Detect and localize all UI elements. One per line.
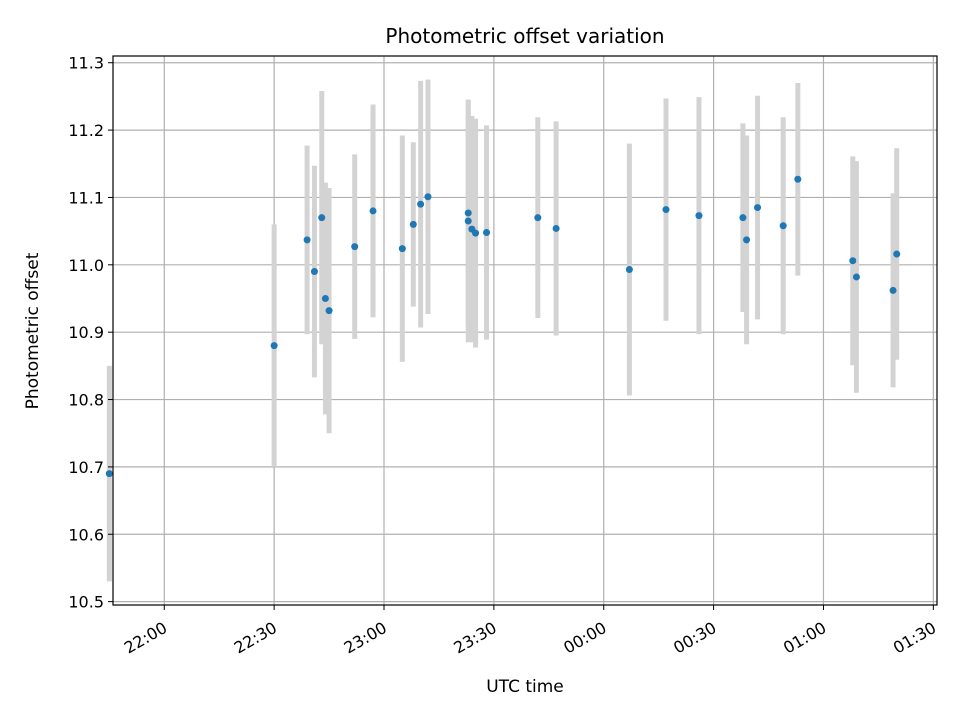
y-axis-label: Photometric offset (23, 252, 43, 409)
data-point (739, 214, 747, 222)
data-point (409, 220, 417, 228)
data-point (325, 307, 333, 315)
data-point (743, 236, 751, 244)
data-point (893, 250, 901, 258)
data-point (310, 268, 318, 276)
data-point (849, 257, 857, 265)
data-points (105, 175, 901, 478)
data-point (483, 228, 491, 236)
data-point (472, 229, 480, 237)
y-tick-label: 10.9 (68, 323, 104, 342)
y-tick-label: 10.6 (68, 525, 104, 544)
y-tick-label: 11.1 (68, 188, 104, 207)
data-point (552, 224, 560, 232)
y-tick-label: 11.3 (68, 54, 104, 73)
data-point (318, 214, 326, 222)
data-point (105, 470, 113, 478)
chart-title: Photometric offset variation (385, 24, 664, 48)
data-point (464, 209, 472, 217)
data-point (303, 236, 311, 244)
data-point (754, 204, 762, 212)
y-tick-label: 10.8 (68, 391, 104, 410)
data-point (625, 266, 633, 274)
data-point (398, 245, 406, 253)
data-point (852, 273, 860, 281)
y-tick-label: 10.5 (68, 593, 104, 612)
data-point (321, 295, 329, 303)
data-point (794, 175, 802, 183)
data-point (270, 342, 278, 350)
y-tick-label: 11.2 (68, 121, 104, 140)
data-point (695, 212, 703, 220)
data-point (662, 206, 670, 214)
data-point (424, 193, 432, 201)
data-point (779, 222, 787, 230)
data-point (889, 286, 897, 294)
y-tick-label: 10.7 (68, 458, 104, 477)
data-point (369, 207, 377, 215)
data-point (351, 243, 359, 251)
data-point (534, 214, 542, 222)
data-point (464, 217, 472, 225)
x-axis-label: UTC time (486, 677, 564, 697)
plot-frame (112, 55, 938, 606)
y-tick-label: 11.0 (68, 256, 104, 275)
data-point (417, 200, 425, 208)
